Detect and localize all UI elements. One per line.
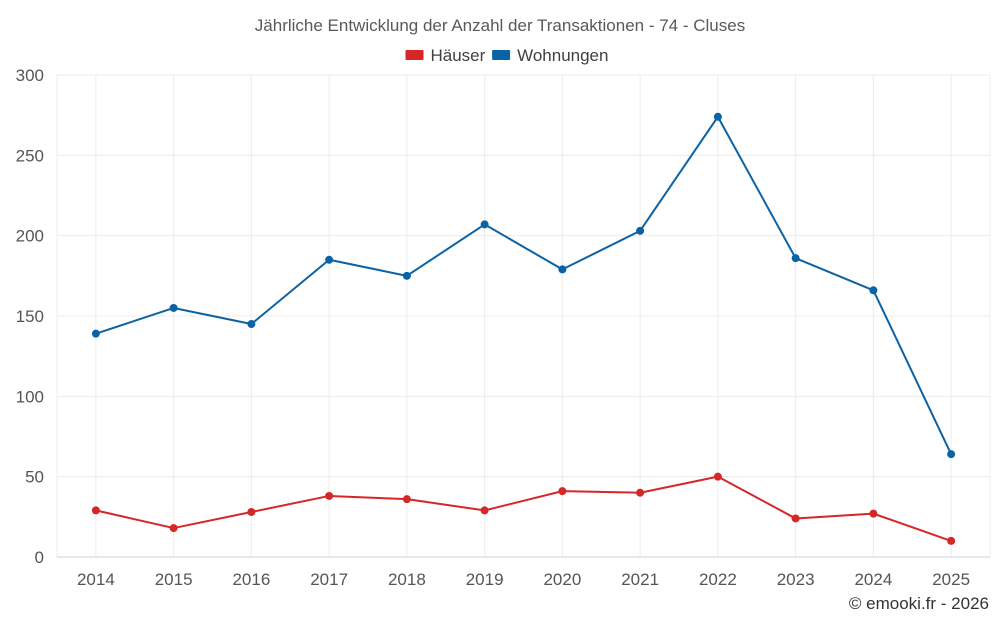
x-tick-label: 2018 (388, 570, 426, 589)
y-axis: 0 50 100 150 200 250 300 (16, 66, 44, 567)
x-tick-label: 2023 (777, 570, 815, 589)
data-point[interactable] (947, 536, 956, 545)
data-point[interactable] (947, 450, 956, 459)
data-point[interactable] (636, 488, 645, 497)
data-point[interactable] (169, 303, 178, 312)
data-point[interactable] (636, 226, 645, 235)
y-tick-label: 100 (16, 387, 44, 406)
legend-label: Häuser (431, 46, 486, 65)
x-tick-label: 2016 (232, 570, 270, 589)
x-tick-label: 2014 (77, 570, 115, 589)
series-line-2 (95, 115, 953, 455)
series-points (91, 112, 956, 545)
data-point[interactable] (713, 112, 722, 121)
x-tick-label: 2022 (699, 570, 737, 589)
data-point[interactable] (480, 220, 489, 229)
data-point[interactable] (791, 254, 800, 263)
credit-text: © emooki.fr - 2026 (849, 594, 989, 613)
y-tick-label: 300 (16, 66, 44, 85)
legend-item-1[interactable]: Häuser (405, 46, 486, 65)
x-tick-label: 2021 (621, 570, 659, 589)
chart-title: Jährliche Entwicklung der Anzahl der Tra… (255, 16, 745, 35)
x-tick-label: 2024 (854, 570, 892, 589)
y-tick-label: 0 (35, 548, 44, 567)
legend[interactable]: Häuser Wohnungen (405, 46, 609, 65)
data-point[interactable] (247, 508, 256, 517)
data-point[interactable] (869, 286, 878, 295)
x-tick-label: 2017 (310, 570, 348, 589)
data-point[interactable] (91, 506, 100, 515)
x-tick-label: 2019 (466, 570, 504, 589)
data-point[interactable] (402, 495, 411, 504)
legend-swatch (405, 50, 424, 60)
series-line-1 (95, 475, 952, 542)
y-tick-label: 200 (16, 227, 44, 246)
legend-label: Wohnungen (517, 46, 608, 65)
data-point[interactable] (325, 255, 334, 264)
grid (56, 74, 991, 558)
data-point[interactable] (791, 514, 800, 523)
y-tick-label: 50 (25, 468, 44, 487)
y-tick-label: 250 (16, 146, 44, 165)
data-point[interactable] (247, 320, 256, 329)
data-point[interactable] (325, 491, 334, 500)
data-point[interactable] (480, 506, 489, 515)
x-axis: 2014 2015 2016 2017 2018 2019 2020 2021 2022 2023… (77, 570, 970, 589)
y-tick-label: 150 (16, 307, 44, 326)
data-point[interactable] (91, 329, 100, 338)
legend-item-2[interactable]: Wohnungen (492, 46, 608, 65)
data-point[interactable] (169, 524, 178, 533)
data-point[interactable] (558, 487, 567, 496)
data-point[interactable] (558, 265, 567, 274)
x-tick-label: 2015 (155, 570, 193, 589)
series-lines (95, 115, 953, 542)
x-tick-label: 2025 (932, 570, 970, 589)
data-point[interactable] (869, 509, 878, 518)
x-tick-label: 2020 (543, 570, 581, 589)
data-point[interactable] (713, 472, 722, 481)
legend-swatch (492, 50, 511, 60)
data-point[interactable] (402, 271, 411, 280)
